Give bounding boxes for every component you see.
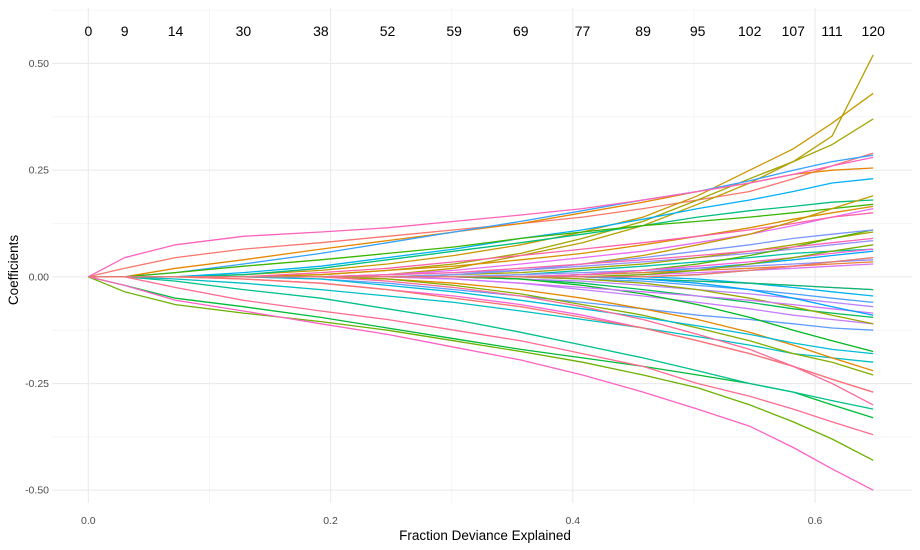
top-axis-label: 59 xyxy=(446,23,462,39)
top-axis-label: 107 xyxy=(782,23,806,39)
top-axis-label: 77 xyxy=(575,23,591,39)
coefficient-path-line xyxy=(88,152,874,278)
top-axis-label: 0 xyxy=(84,23,92,39)
coefficient-path-line xyxy=(88,276,874,410)
coefficient-path-line xyxy=(87,156,874,278)
x-tick-labels: 0.0 0.2 0.4 0.6 xyxy=(81,515,823,527)
y-tick-label: 0.50 xyxy=(29,58,50,70)
y-tick-label: -0.50 xyxy=(25,485,49,497)
top-axis-label: 102 xyxy=(738,23,762,39)
coefficient-path-line xyxy=(88,199,874,278)
coefficient-path-line xyxy=(88,92,874,278)
top-axis-label: 38 xyxy=(313,23,329,39)
y-tick-label: -0.25 xyxy=(25,378,49,390)
y-axis-title: Coefficients xyxy=(6,235,21,306)
y-tick-label: 0.00 xyxy=(29,271,50,283)
top-axis-label: 52 xyxy=(380,23,396,39)
grid-layer xyxy=(52,8,912,503)
y-tick-labels: 0.50 0.25 0.00 -0.25 -0.50 xyxy=(25,58,49,497)
coefficient-path-line xyxy=(88,256,874,278)
coefficient-path-line xyxy=(88,203,874,278)
top-axis-label: 95 xyxy=(690,23,706,39)
y-tick-label: 0.25 xyxy=(29,165,50,177)
top-axis-label: 120 xyxy=(862,23,886,39)
top-axis-label: 14 xyxy=(168,23,184,39)
top-axis-label: 69 xyxy=(513,23,529,39)
top-axis-label: 111 xyxy=(821,23,842,39)
x-tick-label: 0.0 xyxy=(81,515,96,527)
top-axis-label: 89 xyxy=(635,23,651,39)
coefficient-path-line xyxy=(88,276,874,353)
coefficient-path-line xyxy=(88,154,874,278)
coefficient-path-line xyxy=(88,276,874,419)
x-axis-title: Fraction Deviance Explained xyxy=(399,528,571,543)
coefficient-path-line xyxy=(88,276,874,436)
coefficient-path-line xyxy=(88,276,874,461)
coefficient-path-line xyxy=(88,276,874,363)
series-layer xyxy=(87,54,874,491)
coefficient-path-line xyxy=(88,276,874,491)
coefficient-path-line xyxy=(88,167,874,278)
x-tick-label: 0.4 xyxy=(566,515,581,527)
coefficient-path-line xyxy=(88,276,874,393)
x-tick-label: 0.6 xyxy=(808,515,823,527)
top-axis-labels: 0 9 14 30 38 52 59 69 77 89 95 102 107 111 120 xyxy=(84,23,885,39)
top-axis-label: 30 xyxy=(236,23,252,39)
x-tick-label: 0.2 xyxy=(323,515,338,527)
top-axis-label: 9 xyxy=(121,23,129,39)
coefficient-path-line xyxy=(88,276,874,406)
coefficient-path-line xyxy=(88,276,874,291)
